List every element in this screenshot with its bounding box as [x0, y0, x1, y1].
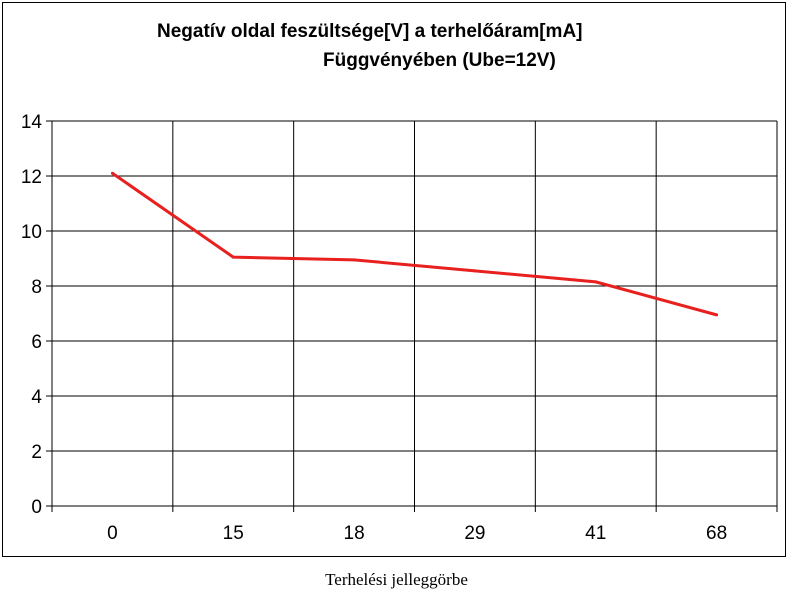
x-tick-label: 0 [107, 523, 118, 544]
y-tick-label: 4 [31, 387, 42, 408]
x-tick-label: 29 [464, 523, 485, 544]
series-layer [110, 171, 719, 317]
figure-caption: Terhelési jelleggörbe [325, 570, 468, 589]
data-point [110, 171, 114, 175]
y-tick-label: 8 [31, 277, 42, 298]
x-tick-label: 41 [585, 523, 606, 544]
x-tick-labels: 0 15 18 29 41 68 [107, 523, 727, 544]
chart-title-line1: Negatív oldal feszültsége[V] a terhelőár… [157, 21, 583, 42]
chart-frame [2, 2, 786, 557]
data-point [231, 255, 235, 259]
grid [46, 120, 778, 512]
y-tick-label: 2 [31, 442, 42, 463]
series-line [111, 172, 717, 317]
y-tick-label: 10 [21, 222, 42, 243]
x-tick-label: 68 [706, 523, 727, 544]
data-point [594, 280, 598, 284]
chart-title-line2: Függvényében (Ube=12V) [323, 50, 556, 71]
y-tick-label: 14 [21, 112, 43, 133]
data-point [473, 269, 477, 273]
y-tick-label: 6 [31, 332, 42, 353]
y-tick-label: 12 [21, 167, 42, 188]
x-tick-label: 15 [223, 523, 244, 544]
data-point [715, 313, 719, 317]
data-point [352, 258, 356, 262]
y-tick-labels: 0 2 4 6 8 10 12 14 [21, 112, 43, 518]
x-tick-label: 18 [344, 523, 365, 544]
y-tick-label: 0 [31, 497, 42, 518]
